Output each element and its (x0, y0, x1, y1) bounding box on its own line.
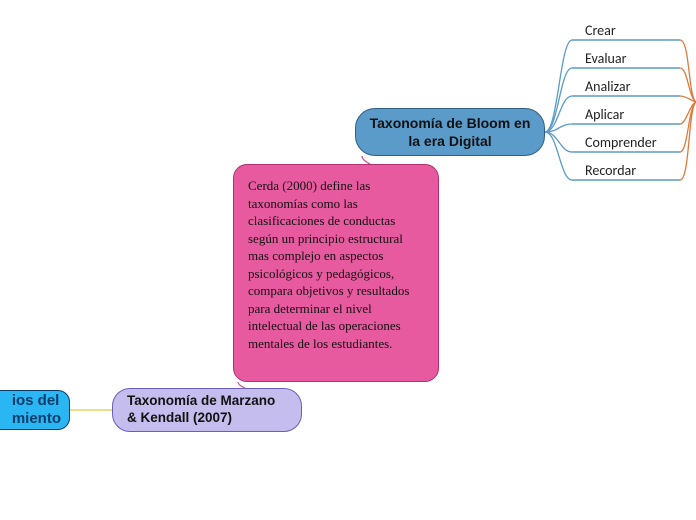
node-marzano-label: Taxonomía de Marzano & Kendall (2007) (127, 393, 287, 427)
connector-bloom-level-1 (545, 40, 572, 132)
connector-bloom-level-2 (545, 68, 572, 132)
left-partial-line2: miento (12, 410, 61, 427)
connector-bloom-level-6 (545, 132, 572, 180)
level-item-1[interactable]: Crear (585, 22, 616, 39)
level-item-2[interactable]: Evaluar (585, 50, 627, 67)
node-bloom-label: Taxonomía de Bloom en la era Digital (368, 114, 532, 150)
level-item-5[interactable]: Comprender (585, 134, 657, 151)
node-left-partial[interactable]: ios del miento (0, 390, 70, 430)
connector-def-bloom (362, 156, 370, 164)
node-definition-text: Cerda (2000) define las taxonomías como … (248, 178, 409, 351)
level-item-3[interactable]: Analizar (585, 78, 630, 95)
node-bloom[interactable]: Taxonomía de Bloom en la era Digital (355, 108, 545, 156)
level-item-4[interactable]: Aplicar (585, 106, 624, 123)
connector-bloom-level-4 (545, 124, 572, 132)
node-marzano[interactable]: Taxonomía de Marzano & Kendall (2007) (112, 388, 302, 432)
node-definition[interactable]: Cerda (2000) define las taxonomías como … (233, 164, 439, 382)
connector-bloom-level-5 (545, 132, 572, 152)
left-partial-line1: ios del (12, 392, 60, 409)
connector-bloom-level-3 (545, 96, 572, 132)
level-item-6[interactable]: Recordar (585, 162, 636, 179)
right-brace (680, 40, 696, 180)
